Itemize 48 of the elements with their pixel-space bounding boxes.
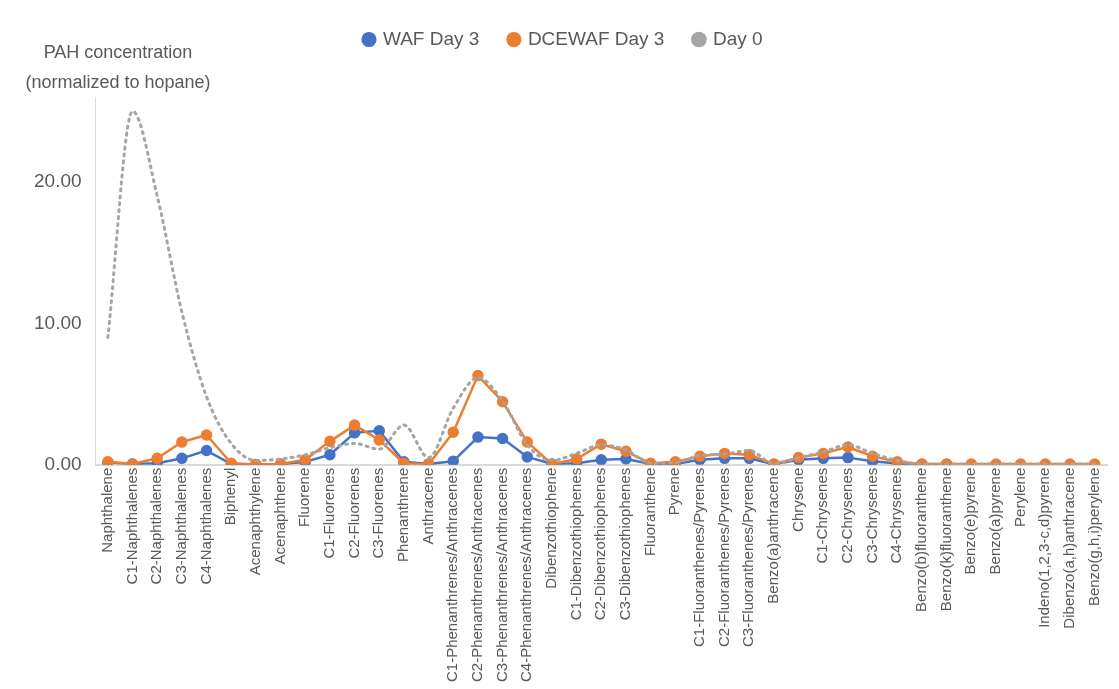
x-tick-label: C2-Fluoranthenes/Pyrenes xyxy=(714,467,732,647)
x-tick-label: C2-Chrysenes xyxy=(838,467,856,564)
y-tick-label: 20.00 xyxy=(34,170,82,192)
y-tick-label: 0.00 xyxy=(44,452,82,474)
x-tick-label: Benzo(e)pyrene xyxy=(961,467,979,575)
x-tick-label: Fluoranthene xyxy=(640,467,658,557)
x-tick-label: Anthracene xyxy=(418,467,436,545)
x-tick-label: Benzo(a)anthracene xyxy=(764,467,782,604)
x-tick-label: C2-Dibenzothiophenes xyxy=(591,467,609,621)
legend-label: DCEWAF Day 3 xyxy=(527,27,665,49)
x-tick-label: C3-Fluoranthenes/Pyrenes xyxy=(739,467,757,647)
x-tick-label: Phenanthrene xyxy=(394,467,412,562)
x-tick-label: Acenaphthene xyxy=(270,467,288,565)
x-tick-label: C2-Naphthalenes xyxy=(147,467,165,585)
x-tick-label: Dibenzo(a,h)anthracene xyxy=(1060,467,1078,629)
x-tick-label: Naphthalene xyxy=(98,467,116,553)
x-tick-label: C3-Phenanthrenes/Anthracenes xyxy=(492,467,510,683)
y-axis-title: PAH concentration (normalized to hopane) xyxy=(25,41,211,92)
x-tick-label: C1-Fluorenes xyxy=(320,467,338,559)
x-tick-label: Pyrene xyxy=(665,467,683,516)
x-tick-label: C1-Chrysenes xyxy=(813,467,831,564)
x-tick-label: C3-Fluorenes xyxy=(369,467,387,559)
y-tick-label: 10.00 xyxy=(34,311,82,333)
x-tick-label: Fluorene xyxy=(295,467,313,527)
x-tick-label: C1-Naphthalenes xyxy=(122,467,140,585)
x-tick-label: Biphenyl xyxy=(221,467,239,526)
x-tick-label: Benzo(k)fluoranthene xyxy=(936,467,954,612)
x-tick-label: Dibenzothiophene xyxy=(542,467,560,589)
legend-label: WAF Day 3 xyxy=(382,27,480,49)
x-tick-label: Indeno(1,2,3-c,d)pyrene xyxy=(1035,467,1053,628)
x-tick-label: C1-Fluoranthenes/Pyrenes xyxy=(690,467,708,647)
x-tick-label: C1-Phenanthrenes/Anthracenes xyxy=(443,467,461,683)
x-tick-label: C3-Chrysenes xyxy=(862,467,880,564)
x-tick-label: Acenaphthylene xyxy=(246,467,264,576)
x-tick-label: C3-Naphthalenes xyxy=(172,467,190,585)
x-tick-label: C2-Fluorenes xyxy=(344,467,362,559)
x-tick-label: C4-Naphthalenes xyxy=(196,467,214,585)
x-tick-label: Benzo(b)fluoranthene xyxy=(912,467,930,612)
x-tick-label: Perylene xyxy=(1010,467,1028,527)
legend-label: Day 0 xyxy=(712,27,763,49)
x-tick-label: Chrysene xyxy=(788,467,806,532)
x-tick-label: Benzo(a)pyrene xyxy=(986,467,1004,575)
x-tick-label: C3-Dibenzothiophenes xyxy=(616,467,634,621)
x-tick-label: C4-Phenanthrenes/Anthracenes xyxy=(517,467,535,683)
x-tick-label: C4-Chrysenes xyxy=(887,467,905,564)
x-tick-label: C2-Phenanthrenes/Anthracenes xyxy=(468,467,486,683)
x-tick-label: C1-Dibenzothiophenes xyxy=(566,467,584,621)
x-tick-label: Benzo(g,h,i)perylene xyxy=(1084,467,1102,607)
